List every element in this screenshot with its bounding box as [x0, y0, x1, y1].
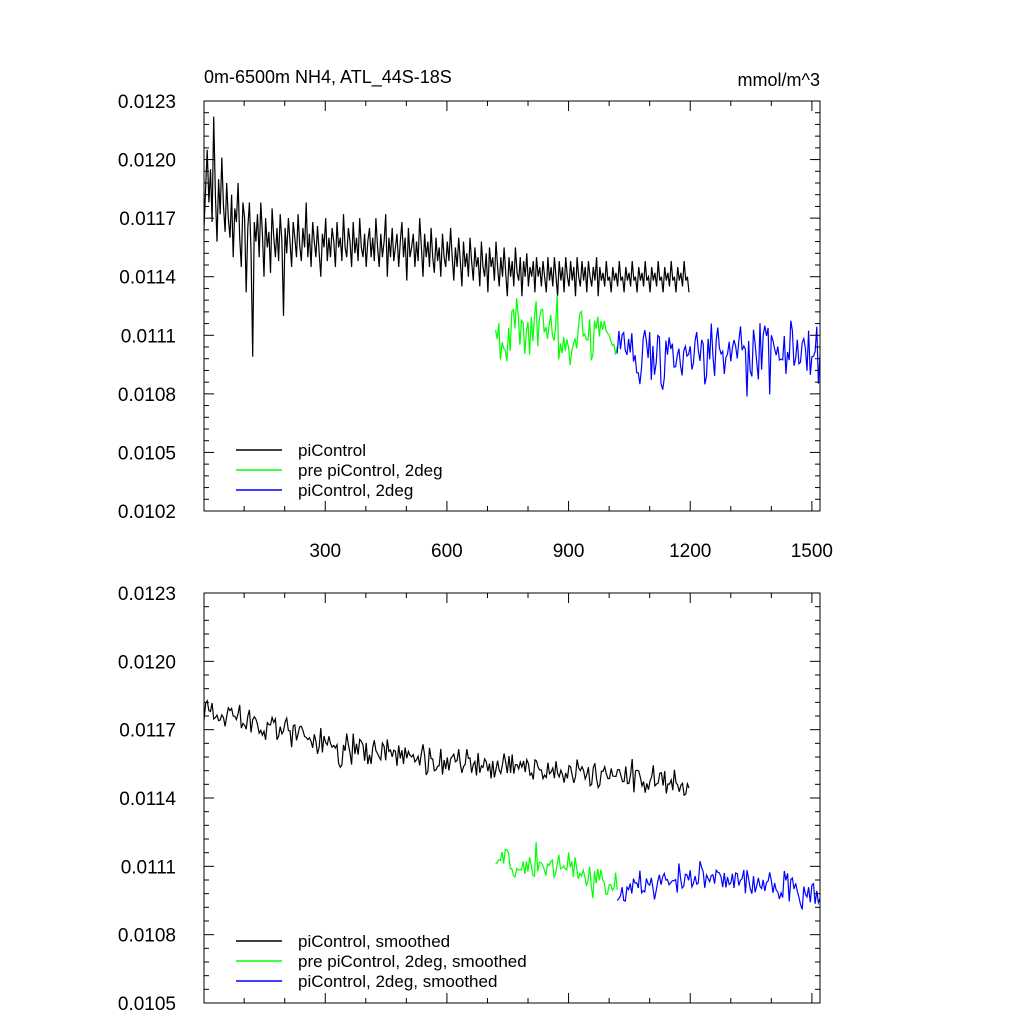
y-tick-label: 0.0117: [119, 721, 176, 742]
top-legend: piControl pre piControl, 2deg piControl,…: [236, 441, 443, 500]
top-ticks-layer: 0.0102 0.0105 0.0108 0.0111 0.0114 0.0117 0.01…: [118, 92, 833, 562]
x-tick-label: 900: [553, 541, 585, 562]
y-tick-label: 0.0105: [118, 994, 176, 1015]
x-tick-label: 300: [309, 541, 341, 562]
series-line-picontrol-2deg: [616, 320, 820, 397]
y-tick-label: 0.0123: [118, 584, 176, 605]
legend-label-picontrol-2deg: piControl, 2deg: [298, 481, 413, 500]
series-line-pre-picontrol-2deg: [495, 295, 618, 365]
legend-label-picontrol: piControl: [298, 441, 366, 460]
y-tick-label: 0.0111: [121, 857, 176, 878]
top-chart-title: 0m-6500m NH4, ATL_44S-18S: [204, 67, 452, 88]
x-tick-label: 600: [431, 541, 463, 562]
legend-label-picontrol-smoothed: piControl, smoothed: [298, 932, 450, 951]
y-tick-label: 0.0102: [118, 502, 176, 523]
top-series-layer: [204, 116, 820, 397]
x-tick-label: 1500: [791, 541, 833, 562]
bottom-plot-frame: [203, 592, 821, 1004]
series-line-picontrol: [204, 116, 690, 357]
series-line-picontrol-smoothed: [204, 698, 690, 797]
x-tick-label: 1200: [669, 541, 711, 562]
y-tick-label: 0.0108: [118, 926, 176, 947]
y-tick-label: 0.0114: [119, 789, 176, 810]
bottom-ticks-layer: 0.0105 0.0108 0.0111 0.0114 0.0117 0.0120 0.01…: [118, 584, 820, 1015]
series-line-pre-picontrol-2deg-smoothed: [495, 842, 618, 899]
legend-label-picontrol-2deg-smoothed: piControl, 2deg, smoothed: [298, 972, 497, 991]
y-tick-label: 0.0120: [118, 151, 176, 172]
top-plot-frame: [203, 100, 821, 512]
y-tick-label: 0.0105: [118, 443, 176, 464]
y-tick-label: 0.0123: [118, 92, 176, 113]
legend-label-pre-picontrol-2deg: pre piControl, 2deg: [298, 461, 443, 480]
top-chart-units: mmol/m^3: [738, 70, 820, 90]
y-tick-label: 0.0108: [118, 385, 176, 406]
series-line-picontrol-2deg-smoothed: [616, 861, 820, 910]
y-tick-label: 0.0117: [119, 209, 176, 230]
legend-label-pre-picontrol-2deg-smoothed: pre piControl, 2deg, smoothed: [298, 952, 527, 971]
bottom-series-layer: [204, 698, 820, 910]
y-tick-label: 0.0114: [119, 268, 176, 289]
bottom-chart-panel: 0.0105 0.0108 0.0111 0.0114 0.0117 0.0120 0.01…: [118, 584, 821, 1015]
y-tick-label: 0.0111: [121, 326, 176, 347]
top-chart-panel: 0m-6500m NH4, ATL_44S-18S mmol/m^3 0.010…: [118, 67, 833, 562]
bottom-legend: piControl, smoothed pre piControl, 2deg,…: [236, 932, 527, 991]
y-tick-label: 0.0120: [118, 652, 176, 673]
